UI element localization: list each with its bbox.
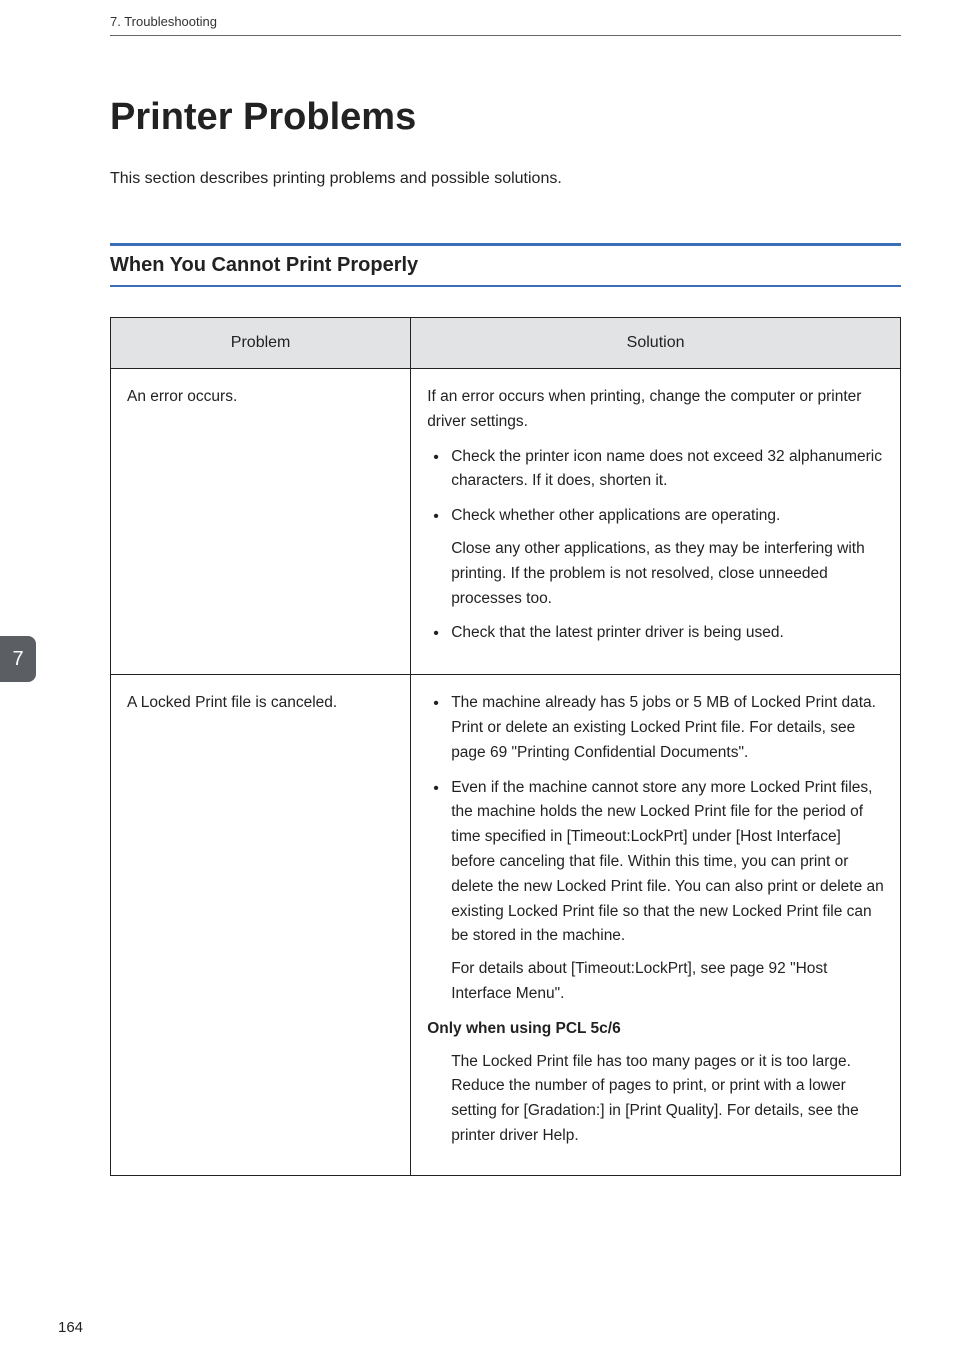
bullet-text: Check that the latest printer driver is … bbox=[451, 624, 784, 641]
table-header-row: Problem Solution bbox=[111, 318, 901, 369]
solution-subhead: Only when using PCL 5c/6 bbox=[427, 1017, 884, 1042]
table-row: An error occurs. If an error occurs when… bbox=[111, 369, 901, 675]
solution-cell: If an error occurs when printing, change… bbox=[411, 369, 901, 675]
list-item: Check the printer icon name does not exc… bbox=[451, 445, 884, 495]
running-header: 7. Troubleshooting bbox=[110, 14, 901, 29]
solution-bullet-list: Check the printer icon name does not exc… bbox=[427, 445, 884, 647]
page-content: 7. Troubleshooting Printer Problems This… bbox=[0, 0, 959, 1216]
list-item: The machine already has 5 jobs or 5 MB o… bbox=[451, 691, 884, 765]
page-title: Printer Problems bbox=[110, 96, 901, 139]
chapter-side-tab: 7 bbox=[0, 636, 36, 682]
header-rule bbox=[110, 35, 901, 36]
solution-bullet-list: The machine already has 5 jobs or 5 MB o… bbox=[427, 691, 884, 1007]
page-number: 164 bbox=[58, 1319, 83, 1336]
col-header-problem: Problem bbox=[111, 318, 411, 369]
troubleshoot-table: Problem Solution An error occurs. If an … bbox=[110, 317, 901, 1176]
section-rule-bottom bbox=[110, 285, 901, 287]
problem-cell: A Locked Print file is canceled. bbox=[111, 675, 411, 1176]
bullet-subtext: Close any other applications, as they ma… bbox=[451, 537, 884, 611]
list-item: Check that the latest printer driver is … bbox=[451, 621, 884, 646]
intro-paragraph: This section describes printing problems… bbox=[110, 167, 901, 191]
solution-cell: The machine already has 5 jobs or 5 MB o… bbox=[411, 675, 901, 1176]
section-rule-top bbox=[110, 243, 901, 246]
bullet-text: Check whether other applications are ope… bbox=[451, 507, 780, 524]
list-item: Even if the machine cannot store any mor… bbox=[451, 776, 884, 1007]
bullet-subtext: For details about [Timeout:LockPrt], see… bbox=[451, 957, 884, 1007]
chapter-number: 7 bbox=[12, 648, 23, 671]
bullet-text: Even if the machine cannot store any mor… bbox=[451, 779, 884, 945]
table-row: A Locked Print file is canceled. The mac… bbox=[111, 675, 901, 1176]
bullet-text: The machine already has 5 jobs or 5 MB o… bbox=[451, 694, 876, 761]
section-title: When You Cannot Print Properly bbox=[110, 254, 901, 277]
list-item: Check whether other applications are ope… bbox=[451, 504, 884, 611]
col-header-solution: Solution bbox=[411, 318, 901, 369]
solution-subhead-body: The Locked Print file has too many pages… bbox=[427, 1050, 884, 1149]
problem-cell: An error occurs. bbox=[111, 369, 411, 675]
bullet-text: Check the printer icon name does not exc… bbox=[451, 448, 882, 490]
solution-lead: If an error occurs when printing, change… bbox=[427, 385, 884, 435]
